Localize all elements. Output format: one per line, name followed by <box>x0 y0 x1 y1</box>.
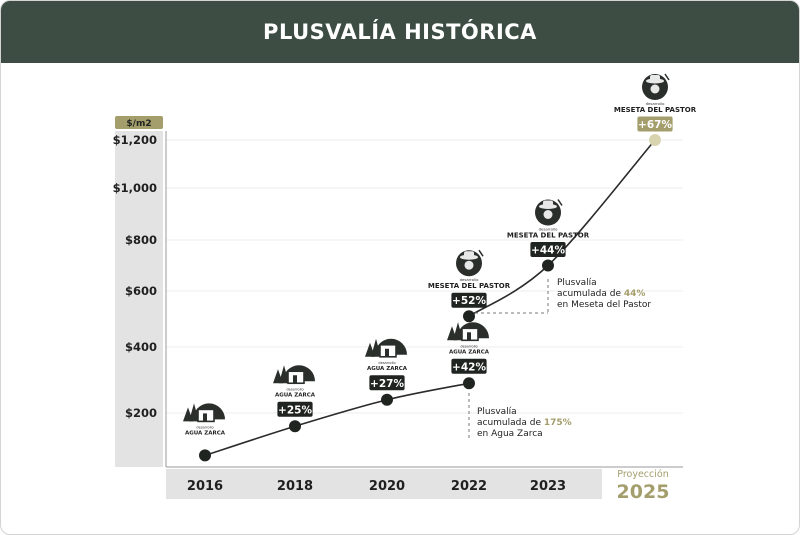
staff-icon <box>478 249 484 257</box>
house-door <box>203 413 207 422</box>
data-label: +67% <box>638 119 672 131</box>
x-tick-label: 2018 <box>277 479 313 494</box>
staff-icon <box>664 73 670 81</box>
house-door <box>467 332 471 341</box>
x-tick-label: 2016 <box>187 479 223 494</box>
annotation-text: acumulada de 175% <box>477 418 572 428</box>
logo-name-text: MESETA DEL PASTOR <box>507 232 590 240</box>
logo-small-text: desarrollo <box>539 227 558 232</box>
annotation-text-part: acumulada de <box>477 418 544 428</box>
x-axis-panel <box>166 469 602 499</box>
hat-crown <box>543 200 553 207</box>
annotation-text: en Meseta del Pastor <box>557 300 651 310</box>
logo-name-text: AGUA ZARCA <box>367 366 408 372</box>
logo-small-text: desarrollo <box>286 387 303 391</box>
logo-small-text: desarrollo <box>646 101 665 106</box>
logo-name-text: AGUA ZARCA <box>185 430 226 436</box>
house-door <box>385 348 389 357</box>
data-label-bg <box>369 375 405 391</box>
face-shape <box>543 210 553 219</box>
data-label-bg <box>637 116 673 132</box>
logo-small-text: desarrollo <box>460 344 477 348</box>
projection-year: 2025 <box>617 481 670 503</box>
face-shape <box>464 260 474 270</box>
data-point <box>649 134 661 146</box>
header-bar: PLUSVALÍA HISTÓRICA <box>1 1 799 63</box>
logo-name-text: MESETA DEL PASTOR <box>614 106 697 114</box>
data-point <box>289 420 301 433</box>
data-label: +44% <box>531 245 565 257</box>
data-label: +25% <box>278 404 312 416</box>
logo-small-text: desarrollo <box>378 361 395 365</box>
y-tick-label: $1,200 <box>113 133 157 147</box>
hat-crown <box>464 251 474 258</box>
tree-icon <box>371 338 381 357</box>
staff-icon <box>557 199 563 206</box>
data-label: +27% <box>370 378 404 390</box>
data-point <box>463 310 475 323</box>
x-tick-label: 2020 <box>369 479 405 494</box>
tree-icon <box>279 365 289 384</box>
y-tick-label: $600 <box>125 284 157 298</box>
data-point <box>463 377 475 390</box>
x-tick-label: 2022 <box>451 479 487 494</box>
data-label-bg <box>277 401 313 417</box>
annotation-text: en Agua Zarca <box>477 429 543 439</box>
tree-icon <box>189 403 199 422</box>
data-label-bg <box>451 292 487 308</box>
annotation-text: Plusvalía <box>557 278 597 288</box>
logo-name-text: AGUA ZARCA <box>449 349 490 355</box>
y-unit-badge <box>115 116 163 129</box>
series-line-agua-zarca <box>204 382 470 457</box>
hat-crown <box>650 75 660 81</box>
annotation-text-part: acumulada de <box>557 289 624 299</box>
data-point <box>542 259 554 272</box>
y-axis-panel <box>115 131 163 467</box>
y-tick-label: $400 <box>125 340 157 354</box>
data-point <box>199 449 211 462</box>
logo-name-text: AGUA ZARCA <box>275 392 316 398</box>
data-label: +52% <box>452 295 486 307</box>
y-axis-unit-label: $/m2 <box>126 119 151 129</box>
annotation-highlight: 44% <box>624 289 646 299</box>
logo-small-text: desarrollo <box>196 425 213 429</box>
data-point <box>381 393 393 406</box>
house-door <box>293 375 297 384</box>
data-label-bg <box>451 358 487 374</box>
annotation-text: acumulada de 44% <box>557 289 645 299</box>
logo-small-text: desarrollo <box>460 277 479 282</box>
annotation-highlight: 175% <box>544 418 572 428</box>
data-label-bg <box>530 242 566 257</box>
projection-label: Proyección <box>617 469 668 480</box>
x-tick-label: 2023 <box>530 479 566 494</box>
page-title: PLUSVALÍA HISTÓRICA <box>263 20 537 44</box>
face-shape <box>650 84 660 94</box>
data-label: +42% <box>452 361 486 373</box>
y-tick-label: $800 <box>125 233 157 247</box>
annotation-text: Plusvalía <box>477 407 517 417</box>
tree-icon <box>453 322 463 341</box>
y-tick-label: $1,000 <box>113 181 157 195</box>
y-tick-label: $200 <box>125 406 157 420</box>
logo-name-text: MESETA DEL PASTOR <box>428 282 511 290</box>
